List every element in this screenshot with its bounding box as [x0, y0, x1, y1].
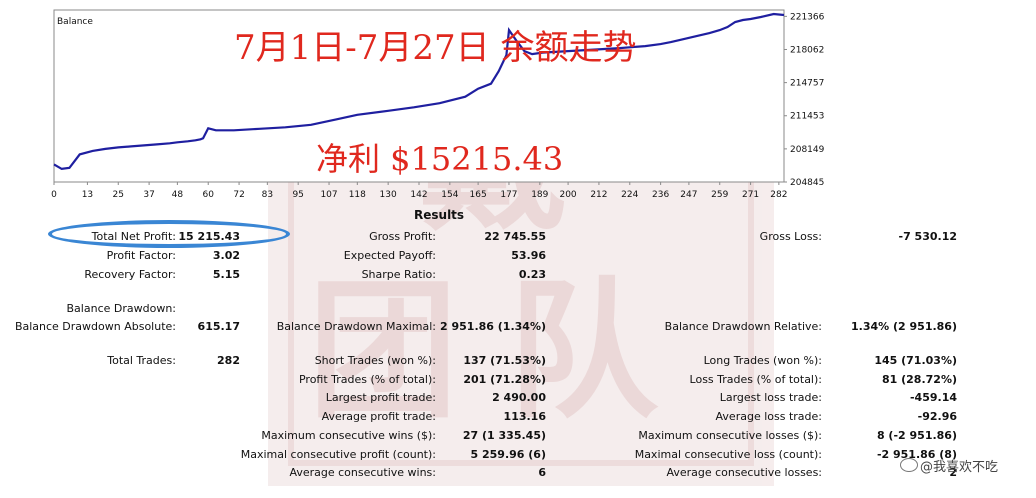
x-tick-label: 95: [292, 190, 303, 200]
result-value: 5 259.96 (6): [470, 448, 546, 461]
y-tick-label: 204845: [790, 178, 824, 188]
result-value: 81 (28.72%): [881, 373, 957, 386]
result-value: 145 (71.03%): [874, 354, 957, 367]
x-tick-label: 13: [82, 190, 93, 200]
results-title: Results: [414, 208, 465, 222]
result-label: Largest profit trade:: [325, 391, 436, 404]
result-value: -7 530.12: [898, 230, 958, 243]
result-value: 113.16: [503, 410, 546, 423]
result-value: -92.96: [917, 410, 957, 423]
x-axis: 0 13 25 37 48 60 72 83 95 107 118 130 142 154 165 177 18…: [51, 182, 787, 200]
result-label: Profit Trades (% of total):: [298, 373, 436, 386]
wechat-icon: [900, 458, 918, 472]
highlight-ellipse: [48, 220, 290, 248]
x-tick-label: 72: [233, 190, 244, 200]
result-label: Average loss trade:: [715, 410, 822, 423]
y-axis: 204845 208149 211453 214757 218062 221366: [784, 12, 825, 188]
y-tick-label: 214757: [790, 79, 824, 89]
result-label: Maximum consecutive losses ($):: [638, 429, 822, 442]
x-tick-label: 83: [262, 190, 273, 200]
x-tick-label: 282: [770, 190, 787, 200]
watermark-label: @我喜欢不吃: [920, 460, 999, 475]
result-value: 282: [217, 354, 240, 367]
x-tick-label: 118: [349, 190, 366, 200]
overlay-profit: 净利 $15215.43: [316, 140, 564, 178]
x-tick-label: 25: [113, 190, 124, 200]
result-label: Average consecutive wins:: [289, 466, 436, 479]
result-label: Maximum consecutive wins ($):: [261, 429, 436, 442]
result-label: Gross Profit:: [369, 230, 436, 243]
result-label: Profit Factor:: [106, 249, 176, 262]
balance-series-line: [53, 12, 785, 171]
x-tick-label: 212: [590, 190, 607, 200]
result-label: Long Trades (won %):: [703, 354, 822, 367]
result-label: Balance Drawdown Absolute:: [14, 320, 176, 333]
result-label: Average consecutive losses:: [666, 466, 822, 479]
result-label: Expected Payoff:: [343, 249, 436, 262]
x-tick-label: 130: [380, 190, 397, 200]
result-value: 8 (-2 951.86): [876, 429, 957, 442]
y-tick-label: 211453: [790, 112, 824, 122]
x-tick-label: 224: [621, 190, 638, 200]
x-tick-label: 165: [470, 190, 487, 200]
result-value: -2 951.86 (8): [876, 448, 957, 461]
result-value: 1.34% (2 951.86): [851, 320, 957, 333]
x-tick-label: 177: [500, 190, 517, 200]
watermark-glyph: 队: [508, 263, 659, 439]
x-tick-label: 236: [652, 190, 669, 200]
result-value: 5.15: [212, 268, 240, 281]
y-tick-label: 218062: [790, 45, 824, 55]
result-value: 137 (71.53%): [463, 354, 546, 367]
result-value: 22 745.55: [484, 230, 546, 243]
result-value: 615.17: [197, 320, 240, 333]
result-label: Largest loss trade:: [719, 391, 822, 404]
result-value: 6: [538, 466, 546, 479]
x-tick-label: 259: [711, 190, 728, 200]
result-value: 2 951.86 (1.34%): [440, 320, 546, 333]
result-label: Balance Drawdown:: [66, 302, 176, 315]
x-tick-label: 142: [410, 190, 427, 200]
result-value: -459.14: [909, 391, 957, 404]
x-tick-label: 189: [531, 190, 548, 200]
result-label: Average profit trade:: [321, 410, 436, 423]
result-label: Short Trades (won %):: [314, 354, 436, 367]
result-value: 53.96: [511, 249, 546, 262]
result-value: 27 (1 335.45): [462, 429, 546, 442]
result-value: 201 (71.28%): [463, 373, 546, 386]
overlay-headline: 7月1日-7月27日 余额走势: [234, 28, 637, 68]
result-label: Balance Drawdown Relative:: [664, 320, 822, 333]
y-tick-label: 221366: [790, 12, 825, 22]
result-label: Balance Drawdown Maximal:: [276, 320, 436, 333]
result-value: 0.23: [518, 268, 546, 281]
x-tick-label: 200: [559, 190, 576, 200]
x-tick-label: 107: [320, 190, 337, 200]
plot-area: [53, 9, 785, 183]
result-label: Sharpe Ratio:: [361, 268, 436, 281]
result-value: 2: [949, 466, 957, 479]
result-label: Recovery Factor:: [84, 268, 176, 281]
x-tick-label: 271: [742, 190, 759, 200]
result-label: Total Trades:: [107, 354, 176, 367]
chart-title: Balance: [57, 17, 93, 27]
x-tick-label: 154: [441, 190, 458, 200]
x-tick-label: 48: [172, 190, 184, 200]
x-tick-label: 247: [680, 190, 697, 200]
x-tick-label: 37: [143, 190, 154, 200]
result-value: 2 490.00: [492, 391, 546, 404]
result-label: Loss Trades (% of total):: [689, 373, 822, 386]
watermark-glyph: 团: [308, 263, 459, 439]
result-label: Maximal consecutive profit (count):: [240, 448, 436, 461]
x-tick-label: 60: [202, 190, 214, 200]
result-label: Gross Loss:: [759, 230, 822, 243]
balance-chart: Balance 0 13 25 37 48 60 72 83 95 107 118 130 142 154…: [0, 0, 830, 205]
balance-chart-svg: Balance 0 13 25 37 48 60 72 83 95 107 118 130 142 154…: [51, 9, 825, 200]
result-label: Maximal consecutive loss (count):: [634, 448, 822, 461]
result-value: 3.02: [212, 249, 240, 262]
y-tick-label: 208149: [790, 145, 825, 155]
x-tick-label: 0: [51, 190, 57, 200]
